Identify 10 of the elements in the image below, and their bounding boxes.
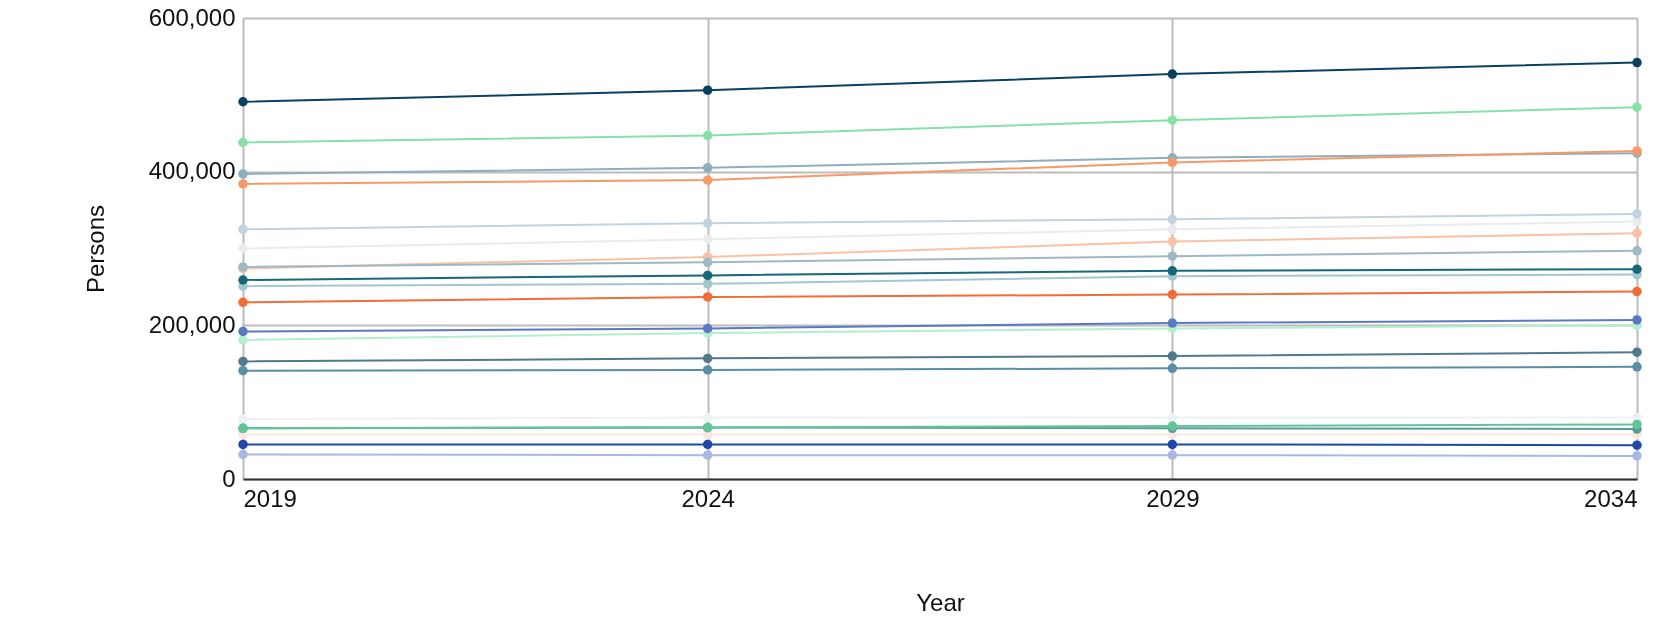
y-tick-label: 200,000 [148, 310, 236, 338]
x-tick-label: 2019 [243, 484, 297, 512]
x-tick-label: 2034 [1584, 484, 1638, 512]
y-tick-label: 600,000 [148, 3, 236, 31]
y-tick-label: 0 [222, 464, 236, 492]
y-tick-label: 400,000 [148, 157, 236, 185]
x-axis-title: Year [916, 588, 965, 616]
x-tick-label: 2024 [681, 484, 735, 512]
y-axis-title: Persons [81, 204, 109, 294]
x-tick-label: 2029 [1146, 484, 1200, 512]
